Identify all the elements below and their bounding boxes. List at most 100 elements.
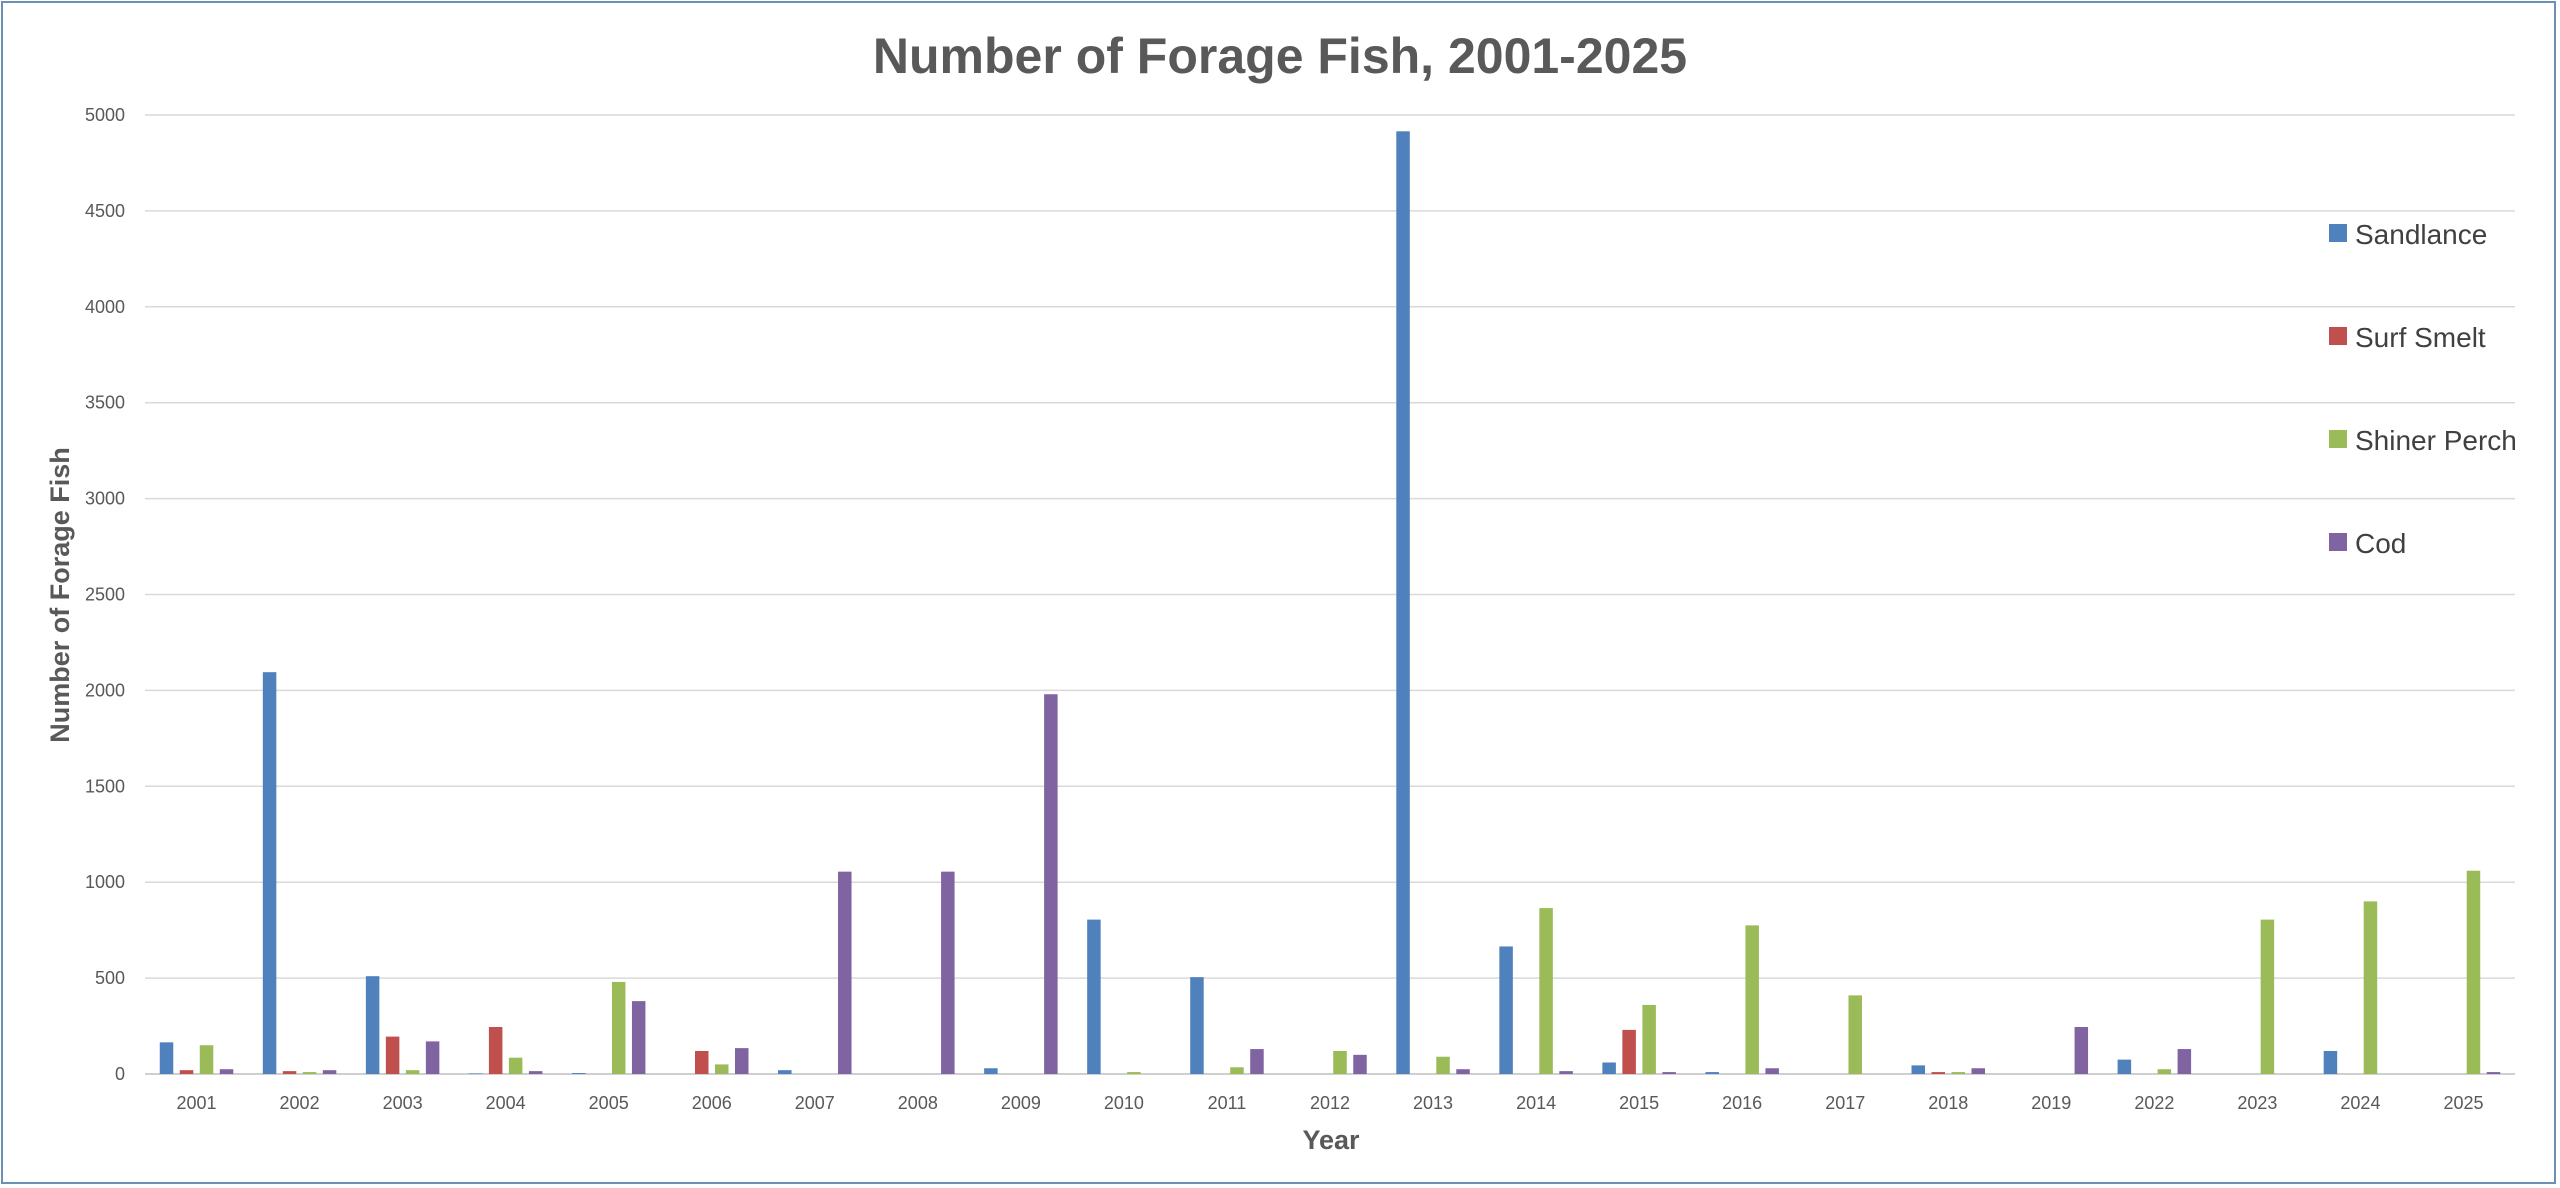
y-tick-label: 1500	[85, 776, 125, 796]
bar-sandlance-2014	[1499, 946, 1513, 1074]
y-axis-ticks: 0 500 1000 1500 2000 2500 3000 3500 4000 4500 5000	[85, 105, 125, 1084]
bar-sandlance-2010	[1087, 919, 1101, 1074]
bar-shiner-perch-2022	[2157, 1069, 2172, 1074]
bars	[159, 131, 2501, 1075]
legend-label: Shiner Perch	[2355, 425, 2517, 456]
bar-surf-smelt-2015	[1622, 1029, 1636, 1074]
y-tick-label: 5000	[85, 105, 125, 125]
bar-surf-smelt-2004	[488, 1027, 503, 1074]
bar-shiner-perch-2016	[1745, 925, 1759, 1074]
bar-sandlance-2022	[2117, 1059, 2132, 1074]
bar-cod-2014	[1559, 1071, 1573, 1074]
bar-cod-2022	[2177, 1049, 2192, 1074]
bar-shiner-perch-2011	[1230, 1067, 1244, 1074]
bar-cod-2007	[838, 871, 852, 1074]
bar-cod-2025	[2486, 1072, 2501, 1074]
x-tick-label: 2012	[1310, 1093, 1350, 1113]
bar-cod-2006	[734, 1048, 749, 1074]
bar-shiner-perch-2012	[1333, 1050, 1347, 1074]
x-tick-label: 2023	[2237, 1093, 2277, 1113]
bar-cod-2008	[941, 871, 955, 1074]
x-tick-label: 2005	[589, 1093, 629, 1113]
bar-surf-smelt-2018	[1931, 1072, 1946, 1074]
bar-shiner-perch-2015	[1642, 1004, 1656, 1074]
x-tick-label: 2025	[2443, 1093, 2483, 1113]
y-tick-label: 2000	[85, 680, 125, 700]
bar-surf-smelt-2006	[694, 1050, 709, 1074]
x-tick-label: 2022	[2134, 1093, 2174, 1113]
bar-shiner-perch-2004	[508, 1057, 523, 1074]
legend-label: Cod	[2355, 528, 2406, 559]
x-tick-label: 2006	[692, 1093, 732, 1113]
bar-cod-2013	[1456, 1069, 1470, 1074]
bar-cod-2005	[631, 1001, 646, 1074]
bar-sandlance-2018	[1911, 1065, 1926, 1074]
y-tick-label: 500	[95, 968, 125, 988]
x-tick-label: 2004	[486, 1093, 526, 1113]
x-tick-label: 2011	[1208, 1093, 1247, 1113]
bar-cod-2009	[1044, 694, 1058, 1074]
bar-sandlance-2007	[778, 1070, 792, 1074]
legend-swatch-cod	[2329, 533, 2347, 551]
forage-fish-bar-chart: Number of Forage Fish, 2001-2025 0 500 100…	[45, 28, 2517, 1155]
bar-shiner-perch-2001	[199, 1045, 214, 1074]
x-tick-label: 2001	[176, 1093, 216, 1113]
legend-label: Surf Smelt	[2355, 322, 2486, 353]
x-tick-label: 2013	[1413, 1093, 1453, 1113]
bar-sandlance-2003	[365, 976, 380, 1074]
x-tick-label: 2009	[1001, 1093, 1041, 1113]
x-tick-label: 2019	[2031, 1093, 2071, 1113]
x-tick-label: 2024	[2340, 1093, 2380, 1113]
legend-swatch-shiner-perch	[2329, 430, 2347, 448]
x-tick-label: 2014	[1516, 1093, 1556, 1113]
bar-shiner-perch-2010	[1127, 1072, 1141, 1074]
bar-cod-2019	[2074, 1027, 2089, 1074]
y-tick-label: 4500	[85, 201, 125, 221]
legend-swatch-surf-smelt	[2329, 327, 2347, 345]
y-tick-label: 3500	[85, 393, 125, 413]
gridlines	[145, 114, 2515, 1075]
bar-cod-2012	[1353, 1054, 1367, 1074]
bar-shiner-perch-2023	[2260, 919, 2275, 1074]
x-tick-label: 2010	[1104, 1093, 1144, 1113]
x-tick-label: 2002	[280, 1093, 320, 1113]
bar-shiner-perch-2018	[1951, 1072, 1966, 1074]
bar-sandlance-2004	[468, 1073, 483, 1074]
y-tick-label: 2500	[85, 585, 125, 605]
bar-sandlance-2015	[1602, 1062, 1616, 1074]
bar-shiner-perch-2005	[611, 981, 626, 1074]
bar-cod-2001	[219, 1069, 234, 1074]
bar-shiner-perch-2017	[1848, 995, 1862, 1074]
x-tick-label: 2018	[1928, 1093, 1968, 1113]
bar-surf-smelt-2003	[385, 1036, 400, 1074]
legend-label: Sandlance	[2355, 219, 2487, 250]
bar-shiner-perch-2025	[2466, 870, 2481, 1074]
x-tick-label: 2008	[898, 1093, 938, 1113]
x-tick-label: 2003	[383, 1093, 423, 1113]
x-axis-title: Year	[1302, 1125, 1360, 1155]
y-tick-label: 3000	[85, 489, 125, 509]
bar-cod-2018	[1971, 1068, 1986, 1074]
x-tick-label: 2007	[795, 1093, 835, 1113]
bar-sandlance-2009	[984, 1068, 998, 1074]
bar-surf-smelt-2001	[179, 1070, 194, 1074]
bar-shiner-perch-2013	[1436, 1056, 1450, 1074]
x-axis-ticks: 2001 2002 2003 2004 2005 2006 2007 2008 2009 2010…	[176, 1093, 2483, 1113]
chart-title: Number of Forage Fish, 2001-2025	[873, 28, 1687, 84]
bar-shiner-perch-2024	[2363, 901, 2378, 1074]
bar-sandlance-2001	[159, 1042, 174, 1074]
bar-cod-2016	[1765, 1068, 1779, 1074]
bar-shiner-perch-2006	[714, 1064, 729, 1074]
bar-sandlance-2016	[1705, 1072, 1719, 1074]
legend-swatch-sandlance	[2329, 224, 2347, 242]
bar-cod-2002	[322, 1070, 337, 1074]
bar-shiner-perch-2014	[1539, 908, 1553, 1074]
x-tick-label: 2015	[1619, 1093, 1659, 1113]
bar-sandlance-2005	[571, 1073, 586, 1074]
bar-cod-2011	[1250, 1049, 1264, 1074]
x-tick-label: 2016	[1722, 1093, 1762, 1113]
bar-cod-2003	[425, 1041, 440, 1074]
y-axis-title: Number of Forage Fish	[45, 447, 75, 743]
bar-shiner-perch-2002	[302, 1072, 317, 1074]
